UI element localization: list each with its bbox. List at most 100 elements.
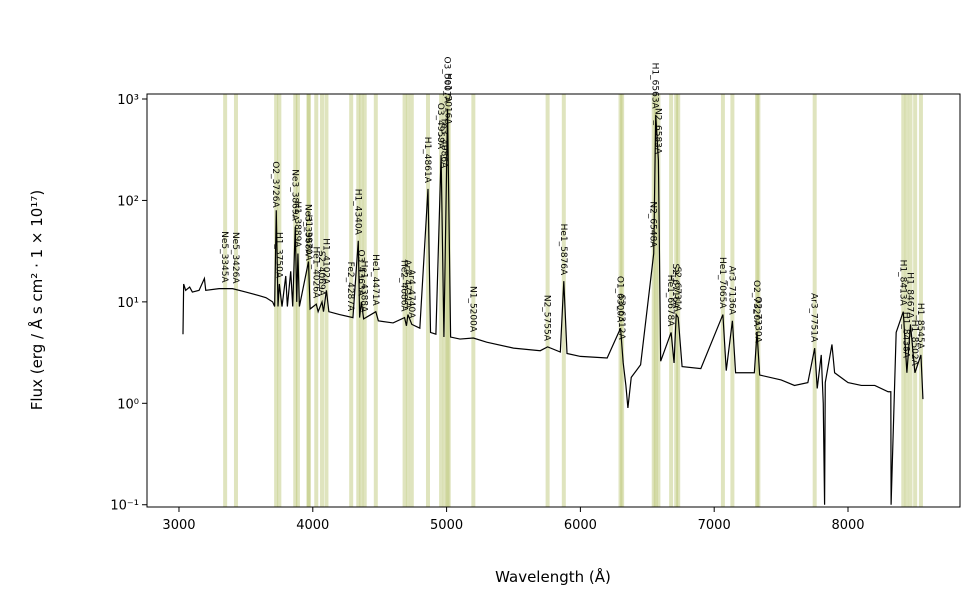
line-band	[653, 94, 658, 507]
x-tick-label: 6000	[564, 518, 597, 533]
line-label: He1_5876A	[558, 224, 568, 276]
line-label: H1_3889A	[292, 201, 302, 248]
line-label: H1_8467A	[904, 272, 914, 319]
line-label: H1_4861A	[422, 137, 432, 184]
line-band	[356, 94, 361, 507]
line-band	[295, 94, 300, 507]
line-label: H1_3970A	[303, 215, 313, 262]
line-label: Ne5_3426A	[230, 232, 240, 284]
line-label: O1_6300A	[615, 276, 625, 323]
line-band	[620, 94, 625, 507]
line-label: S2_6716A	[670, 264, 680, 310]
line-band	[908, 94, 913, 507]
line-band	[471, 94, 476, 507]
line-band	[445, 94, 450, 507]
line-band	[274, 94, 279, 507]
line-label: He1_4388A	[359, 261, 369, 313]
line-band	[362, 94, 367, 507]
line-band	[651, 94, 656, 507]
line-label: Fe2_4287A	[345, 262, 355, 312]
line-band	[306, 94, 311, 507]
line-label: S2_6731A	[672, 267, 682, 313]
line-label: He1_6678A	[665, 275, 675, 327]
line-band	[293, 94, 298, 507]
line-label: S2_4069A	[316, 251, 326, 297]
line-label: H1_8545A	[915, 303, 925, 350]
line-label: H1_8413A	[897, 260, 907, 307]
x-tick-label: 4000	[296, 518, 329, 533]
line-band	[901, 94, 906, 507]
line-band	[446, 94, 451, 507]
line-band	[349, 94, 354, 507]
y-tick-label: 10⁰	[117, 397, 139, 412]
x-tick-label: 7000	[698, 518, 731, 533]
line-label: Ar3_7136A	[726, 266, 736, 316]
line-label: N2_6548A	[648, 201, 658, 248]
bands	[223, 94, 923, 507]
line-band	[755, 94, 760, 507]
line-band	[359, 94, 364, 507]
line-label: N1_5200A	[467, 286, 477, 333]
line-band	[324, 94, 329, 507]
line-label: O3_5007A	[442, 56, 452, 103]
line-band	[425, 94, 430, 507]
line-band	[545, 94, 550, 507]
line-label: N2_5755A	[542, 295, 552, 342]
line-band	[409, 94, 414, 507]
line-band	[277, 94, 282, 507]
line-label: He1_7065A	[717, 257, 727, 309]
line-label: Ne3_3968A	[303, 204, 313, 256]
line-band	[904, 94, 909, 507]
line-label: He1_4026A	[310, 247, 320, 299]
line-label: O2_7320A	[751, 280, 761, 327]
y-tick-label: 10¹	[117, 296, 139, 311]
line-band	[669, 94, 674, 507]
line-band	[756, 94, 761, 507]
line-band	[618, 94, 623, 507]
line-band	[306, 94, 311, 507]
line-labels: Ne5_3345A Ne5_3426A O2_3726A H1_3750A Ne3_38…	[219, 56, 925, 366]
y-axis-label: Flux (erg / Å s cm² · 1 × 10¹⁷)	[27, 190, 46, 410]
line-band	[812, 94, 817, 507]
line-band	[730, 94, 735, 507]
line-label: He1_5016A	[443, 73, 453, 125]
y-tick-label: 10⁻¹	[110, 499, 139, 514]
line-band	[720, 94, 725, 507]
line-label: Ne3_3869A	[289, 169, 299, 221]
line-label: Ar4_4711A	[402, 259, 412, 309]
line-label: O3_4959A	[435, 103, 445, 150]
line-label: O3_4363A	[355, 249, 365, 296]
line-label: Ar3_7751A	[809, 293, 819, 343]
line-band	[233, 94, 238, 507]
line-label: S3_6312A	[616, 295, 626, 341]
y-tick-label: 10²	[117, 194, 139, 209]
spectrum-line	[182, 108, 924, 505]
line-label: H1_6563A	[650, 63, 660, 110]
line-band	[405, 94, 410, 507]
line-label: H1_3750A	[273, 232, 283, 279]
line-band	[674, 94, 679, 507]
line-label: H1_8438A	[901, 312, 911, 359]
line-label: Ne5_3345A	[219, 231, 229, 283]
x-axis-label: Wavelength (Å)	[495, 567, 611, 586]
line-label: O2_7330A	[752, 296, 762, 343]
line-band	[656, 94, 661, 507]
line-label: He2_4686A	[399, 260, 409, 312]
x-tick-label: 5000	[430, 518, 463, 533]
line-label: H1_4340A	[352, 189, 362, 236]
line-band	[561, 94, 566, 507]
x-tick-label: 8000	[831, 518, 864, 533]
line-band	[314, 94, 319, 507]
line-band	[373, 94, 378, 507]
line-label: H1_4102A	[320, 238, 330, 285]
x-tick-label: 3000	[162, 518, 195, 533]
line-label: H1_8502A	[909, 320, 919, 367]
line-label: Fe3_4986A	[439, 119, 449, 169]
line-band	[439, 94, 444, 507]
y-tick-label: 10³	[117, 93, 139, 108]
line-label: He1_4471A	[370, 254, 380, 306]
line-label: O2_3726A	[270, 161, 280, 208]
axes: 3000 4000 5000 6000 7000 8000 10⁻¹ 10⁰ 10¹ 10² 10³	[110, 93, 864, 533]
plot	[182, 108, 924, 505]
